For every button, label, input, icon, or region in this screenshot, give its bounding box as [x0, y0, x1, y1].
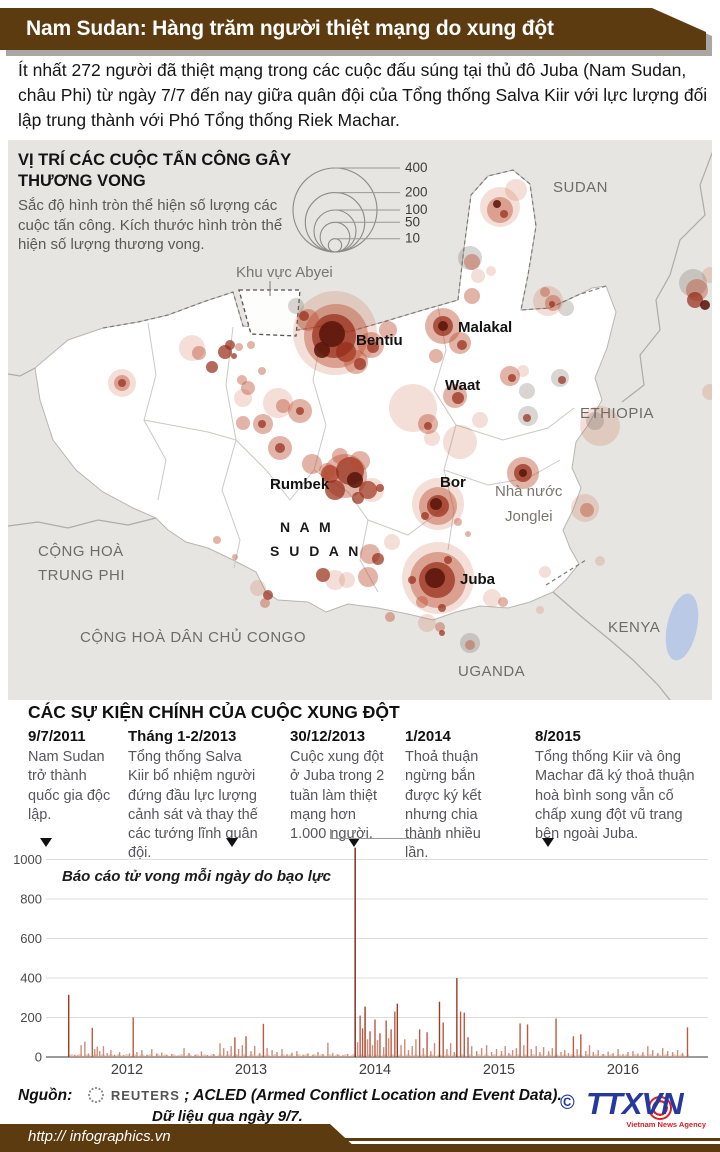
map-panel: SUDAN ETHIOPIA KENYA UGANDA CỘNG HOÀ TRUNG PH… [7, 140, 718, 701]
page-title: Nam Sudan: Hàng trăm người thiệt mạng do… [26, 17, 554, 40]
map-legend-title: VỊ TRÍ CÁC CUỘC TẤN CÔNG GÂY THƯƠNG VONG [18, 151, 291, 190]
svg-text:Juba: Juba [460, 571, 496, 588]
source-note: Dữ liệu qua ngày 9/7. [152, 1108, 303, 1125]
svg-text:50: 50 [405, 214, 420, 229]
deaths-per-day-chart: 0 200 400 600 800 1000 2012 2013 2014 2015 2016 Báo… [13, 847, 708, 1078]
copyright-icon: © [560, 1092, 575, 1114]
agency-name: TTXVN [586, 1086, 684, 1121]
timeline-event-date: 8/2015 [535, 728, 581, 745]
svg-text:N A M: N A M [280, 519, 334, 535]
timeline-title: CÁC SỰ KIỆN CHÍNH CỦA CUỘC XUNG ĐỘT [28, 702, 400, 722]
svg-text:2013: 2013 [235, 1062, 267, 1078]
svg-text:Waat: Waat [445, 377, 480, 394]
intro-paragraph: Ít nhất 272 người đã thiệt mạng trong cá… [18, 60, 708, 130]
footer-url: http:// infographics.vn [28, 1127, 171, 1145]
timeline-event-text: Thoả thuận ngừng bắn được ký kết nhưng c… [405, 749, 482, 862]
source-line: Nguồn: REUTERS ; ACLED (Armed Conflict L… [18, 1086, 708, 1105]
casualty-bubbles [108, 179, 718, 653]
timeline-marker-arrow [40, 838, 52, 847]
timeline-event: Tháng 1-2/2013 Tổng thống Salva Kiir bổ n… [128, 728, 260, 864]
neighbor-borders [7, 147, 715, 701]
timeline-event: 30/12/2013 Cuộc xung đột ở Juba trong 2 t… [290, 728, 396, 844]
svg-text:400: 400 [20, 971, 42, 986]
svg-text:2015: 2015 [483, 1062, 515, 1078]
footer-url-ribbon: http:// infographics.vn [0, 1124, 356, 1148]
globe-icon [648, 1096, 672, 1120]
agency-subtitle: Vietnam News Agency [626, 1120, 706, 1129]
svg-text:KENYA: KENYA [608, 619, 660, 636]
svg-text:200: 200 [20, 1010, 42, 1025]
svg-text:SUDAN: SUDAN [553, 179, 608, 196]
svg-text:Bor: Bor [440, 474, 466, 491]
timeline-event: 8/2015 Tổng thống Kiir và ông Machar đã k… [535, 728, 707, 844]
abyei-box [238, 289, 301, 337]
ttxvn-logo: © TTXVN Vietnam News Agency [560, 1086, 710, 1134]
svg-text:800: 800 [20, 892, 42, 907]
svg-text:400: 400 [405, 160, 428, 175]
svg-text:2016: 2016 [607, 1062, 639, 1078]
svg-text:2014: 2014 [359, 1062, 391, 1078]
timeline-marker-arrow [226, 838, 238, 847]
timeline-event-date: 9/7/2011 [28, 728, 86, 745]
svg-text:Báo cáo tử vong mỗi ngày do bạ: Báo cáo tử vong mỗi ngày do bạo lực [62, 868, 332, 885]
svg-text:Nhà nước: Nhà nước [495, 483, 563, 500]
svg-text:S U D A N: S U D A N [270, 543, 361, 559]
svg-text:Rumbek: Rumbek [270, 476, 330, 493]
svg-text:10: 10 [405, 231, 420, 246]
footer-line [335, 1138, 720, 1141]
svg-text:Jonglei: Jonglei [505, 508, 553, 525]
timeline-event: 9/7/2011 Nam Sudan trở thành quốc gia độc… [28, 728, 116, 825]
timeline-marker-arrow [348, 838, 360, 847]
map-labels: SUDAN ETHIOPIA KENYA UGANDA CỘNG HOÀ TRUNG PH… [38, 179, 660, 680]
svg-text:100: 100 [405, 202, 428, 217]
svg-text:1000: 1000 [13, 852, 42, 867]
source-acled: ; ACLED (Armed Conflict Location and Eve… [184, 1087, 562, 1104]
lake-turkana [665, 593, 699, 661]
timeline-event-text: Tổng thống Salva Kiir bổ nhiệm người đứn… [128, 749, 258, 862]
svg-text:200: 200 [405, 185, 428, 200]
timeline-event-text: Nam Sudan trở thành quốc gia độc lập. [28, 749, 111, 823]
timeline-event-date: 30/12/2013 [290, 728, 366, 745]
timeline-event-date: Tháng 1-2/2013 [128, 728, 237, 745]
timeline-event: 1/2014 Thoả thuận ngừng bắn được ký kết n… [405, 728, 507, 864]
timeline-marker-arrow [542, 838, 554, 847]
header-bar: Nam Sudan: Hàng trăm người thiệt mạng do… [0, 8, 706, 50]
svg-text:ETHIOPIA: ETHIOPIA [580, 405, 654, 422]
svg-text:2012: 2012 [111, 1062, 143, 1078]
svg-text:600: 600 [20, 931, 42, 946]
svg-text:TRUNG PHI: TRUNG PHI [38, 567, 125, 584]
svg-text:CỘNG HOÀ DÂN CHỦ CONGO: CỘNG HOÀ DÂN CHỦ CONGO [80, 628, 306, 646]
timeline-event-date: 1/2014 [405, 728, 451, 745]
reuters-icon [87, 1086, 104, 1104]
timeline-event-text: Tổng thống Kiir và ông Machar đã ký thoả… [535, 749, 695, 843]
svg-text:UGANDA: UGANDA [458, 663, 525, 680]
south-sudan-bubble-map: SUDAN ETHIOPIA KENYA UGANDA CỘNG HOÀ TRUNG PH… [7, 140, 718, 701]
reuters-label: REUTERS [110, 1088, 180, 1103]
timeline-bracket [330, 829, 439, 839]
svg-text:0: 0 [35, 1050, 42, 1065]
svg-text:Bentiu: Bentiu [356, 332, 403, 349]
svg-text:CỘNG HOÀ: CỘNG HOÀ [38, 543, 124, 560]
svg-text:Khu vực Abyei: Khu vực Abyei [236, 264, 333, 281]
map-legend-description: Sắc độ hình tròn thể hiện số lượng các c… [18, 197, 283, 253]
source-label: Nguồn: [18, 1087, 73, 1104]
svg-text:Malakal: Malakal [458, 319, 512, 336]
footer-band [0, 1144, 720, 1152]
